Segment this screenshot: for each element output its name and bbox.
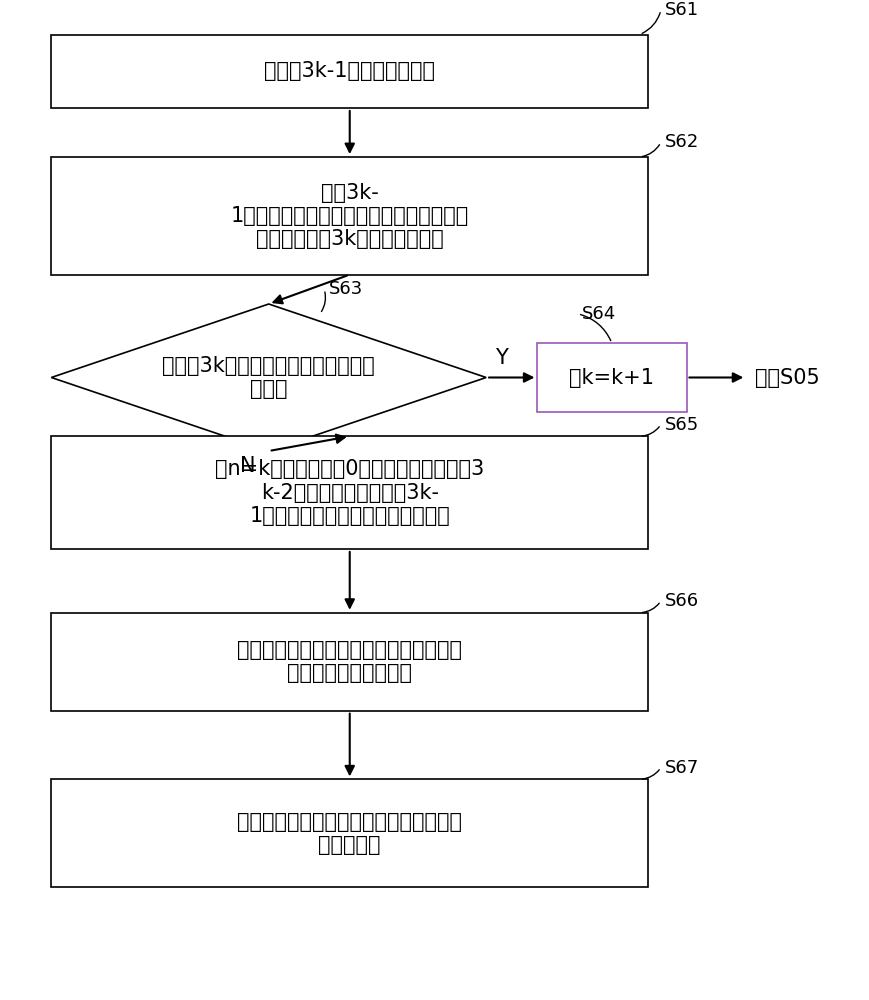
Text: 令n=k，并由所述第0信息源节点矩阵、第3
k-2信息源节点矩阵和第3k-
1信息源节点矩阵获得报文分布矩阵: 令n=k，并由所述第0信息源节点矩阵、第3 k-2信息源节点矩阵和第3k- 1信… xyxy=(215,459,484,526)
Text: S62: S62 xyxy=(665,133,699,151)
Bar xyxy=(51,779,647,887)
Text: S61: S61 xyxy=(665,1,699,19)
Text: 将第3k-
1信息源节点矩阵中与设备端口相关的元素
置零，获得第3k信息源节点矩阵: 将第3k- 1信息源节点矩阵中与设备端口相关的元素 置零，获得第3k信息源节点矩… xyxy=(230,183,468,249)
Text: 判断第3k信息源节点矩阵中是否有非
零元素: 判断第3k信息源节点矩阵中是否有非 零元素 xyxy=(163,356,375,399)
Text: 令k=k+1: 令k=k+1 xyxy=(568,367,653,387)
Text: S65: S65 xyxy=(665,416,699,434)
Bar xyxy=(51,436,647,549)
Text: 建立第3k-1信息源节点矩阵: 建立第3k-1信息源节点矩阵 xyxy=(264,61,434,81)
Text: N: N xyxy=(239,456,255,476)
Bar xyxy=(537,343,686,412)
Text: S67: S67 xyxy=(665,759,699,777)
Text: S64: S64 xyxy=(581,305,615,323)
Text: 由报文发包速率矩阵和报文分布矩阵得到
通信网络流量分布矩阵: 由报文发包速率矩阵和报文分布矩阵得到 通信网络流量分布矩阵 xyxy=(237,640,461,683)
Bar xyxy=(51,613,647,711)
Text: S66: S66 xyxy=(665,592,699,610)
Text: Y: Y xyxy=(494,348,507,368)
Bar xyxy=(51,157,647,275)
Text: S63: S63 xyxy=(328,280,362,298)
Text: 步骤S05: 步骤S05 xyxy=(754,367,819,387)
Polygon shape xyxy=(51,304,486,451)
Text: 由通信网络流量分布矩阵获得网络流量故
障动作阈值: 由通信网络流量分布矩阵获得网络流量故 障动作阈值 xyxy=(237,812,461,855)
Bar xyxy=(51,34,647,108)
